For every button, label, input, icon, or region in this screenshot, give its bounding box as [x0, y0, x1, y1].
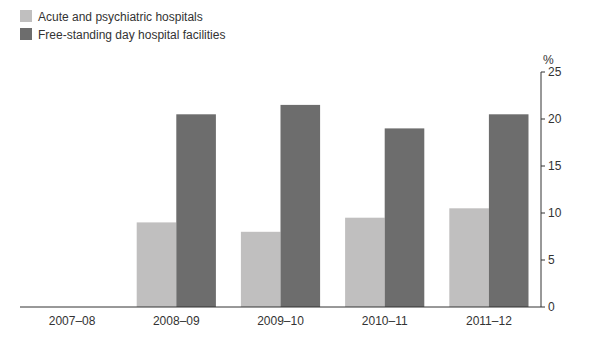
legend: Acute and psychiatric hospitals Free-stan… [20, 10, 225, 42]
y-tick [541, 119, 545, 120]
y-tick-label: 10 [548, 206, 562, 220]
legend-label: Acute and psychiatric hospitals [38, 10, 203, 24]
bars [137, 105, 529, 307]
y-tick [541, 166, 545, 167]
y-tick-label: 20 [548, 112, 562, 126]
bar [281, 105, 321, 307]
y-tick-label: 0 [548, 300, 555, 314]
x-tick-label: 2009–10 [257, 314, 304, 328]
bar [241, 232, 281, 307]
bar [137, 222, 177, 307]
x-tick-label: 2007–08 [49, 314, 96, 328]
bar [176, 114, 216, 307]
y-tick-label: 15 [548, 159, 562, 173]
legend-item: Free-standing day hospital facilities [20, 28, 225, 42]
chart-container: 2007–08 2008–09 2009–10 2010–11 2011–12 0 5 10 1… [0, 0, 591, 337]
y-axis: 0 5 10 15 20 25 [541, 65, 562, 314]
legend-swatch [20, 10, 32, 22]
legend-swatch [20, 28, 32, 40]
y-axis-line [541, 72, 542, 307]
x-axis: 2007–08 2008–09 2009–10 2010–11 2011–12 [20, 307, 541, 328]
y-axis-label: % [543, 53, 554, 67]
y-tick-label: 5 [548, 253, 555, 267]
x-tick-label: 2011–12 [466, 314, 512, 328]
x-tick-label: 2010–11 [362, 314, 408, 328]
bar [345, 218, 385, 307]
bar [449, 208, 489, 307]
y-tick [541, 260, 545, 261]
legend-label: Free-standing day hospital facilities [38, 28, 225, 42]
bar-series [176, 105, 528, 307]
y-tick [541, 213, 545, 214]
chart-svg: 2007–08 2008–09 2009–10 2010–11 2011–12 0 5 10 1… [0, 0, 591, 337]
y-tick-label: 25 [548, 65, 562, 79]
bar [489, 114, 529, 307]
legend-item: Acute and psychiatric hospitals [20, 10, 203, 24]
y-tick [541, 72, 545, 73]
y-tick [541, 307, 545, 308]
x-tick-label: 2008–09 [153, 314, 200, 328]
x-axis-line [20, 307, 541, 308]
bar [385, 128, 425, 307]
